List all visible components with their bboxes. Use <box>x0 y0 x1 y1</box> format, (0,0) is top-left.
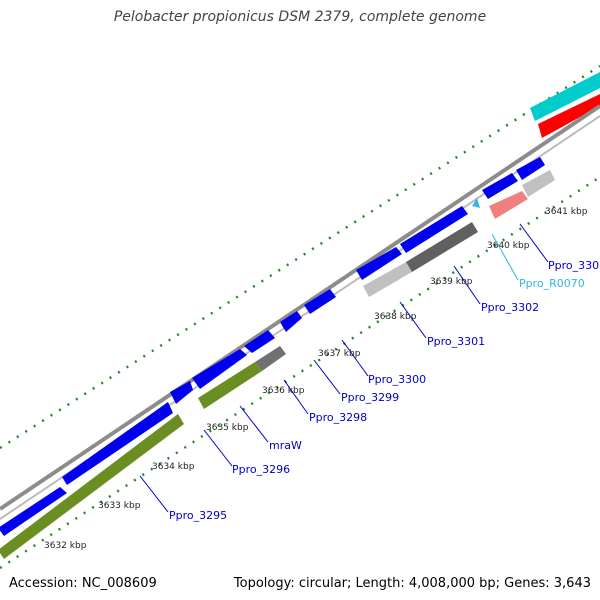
rrna-feature <box>538 94 600 138</box>
gc-skew-segment <box>406 222 478 272</box>
gene-label-ppro-3299[interactable]: Ppro_3299 <box>341 391 399 404</box>
leader-line <box>283 379 309 415</box>
scale-label: 3637 kbp <box>318 349 361 359</box>
cds-arrow <box>304 289 336 314</box>
gene-label-ppro-r0070[interactable]: Ppro_R0070 <box>519 277 585 290</box>
gene-label-ppro-3296[interactable]: Ppro_3296 <box>232 463 290 476</box>
leader-line <box>453 265 481 305</box>
scale-label: 3632 kbp <box>44 541 87 551</box>
scale-label: 3636 kbp <box>262 386 305 396</box>
cds-arrow <box>244 330 275 353</box>
gene-label-ppro-3295[interactable]: Ppro_3295 <box>169 509 227 522</box>
leader-line <box>139 475 169 513</box>
cds-arrow <box>280 311 302 332</box>
gc-skew-segment <box>198 362 262 409</box>
cds-arrow <box>356 247 402 280</box>
leader-line <box>341 339 369 377</box>
gene-label-ppro-3301[interactable]: Ppro_3301 <box>427 335 485 348</box>
cds-arrow <box>62 402 173 485</box>
map-title: Pelobacter propionicus DSM 2379, complet… <box>113 9 487 25</box>
cds-arrow <box>192 349 247 389</box>
scale-label: 3633 kbp <box>98 501 141 511</box>
gene-leader-lines <box>139 223 549 513</box>
gene-label-ppro-3303[interactable]: Ppro_3303 <box>548 259 600 272</box>
scale-label: 3638 kbp <box>374 312 417 322</box>
accession-label: Accession: NC_008609 <box>9 576 157 591</box>
cds-arrow <box>170 381 193 404</box>
leader-line <box>203 429 233 467</box>
trna-marker <box>472 198 480 208</box>
trna-feature-band <box>530 72 600 121</box>
cds-arrow <box>400 206 468 253</box>
gene-label-mraw[interactable]: mraW <box>269 439 302 452</box>
gc-skew-segment <box>522 170 555 197</box>
leader-line <box>239 405 269 443</box>
leader-line <box>399 301 427 339</box>
gc-skew-segment <box>255 346 286 371</box>
gene-label-ppro-3302[interactable]: Ppro_3302 <box>481 301 539 314</box>
scale-labels: 3632 kbp 3633 kbp 3634 kbp 3635 kbp 3636… <box>44 207 588 551</box>
scale-label: 3641 kbp <box>545 207 588 217</box>
backbone-line <box>0 104 600 511</box>
cds-arrow <box>0 487 67 536</box>
scale-label: 3635 kbp <box>206 423 249 433</box>
cds-arrow <box>516 157 545 180</box>
scale-label: 3634 kbp <box>152 462 195 472</box>
leader-line <box>491 233 519 281</box>
gene-label-ppro-3298[interactable]: Ppro_3298 <box>309 411 367 424</box>
gene-label-ppro-3300[interactable]: Ppro_3300 <box>368 373 426 386</box>
cds-arrow <box>482 173 518 199</box>
leader-line <box>313 359 341 395</box>
gene-labels: Ppro_3295 Ppro_3296 mraW Ppro_3298 Ppro_… <box>169 259 600 522</box>
leader-line <box>519 223 549 263</box>
gc-skew-segment <box>363 262 412 297</box>
gc-skew-segment <box>489 191 528 219</box>
genome-summary: Topology: circular; Length: 4,008,000 bp… <box>233 576 591 591</box>
gc-skew-segment <box>0 414 184 559</box>
scale-label: 3639 kbp <box>430 277 473 287</box>
scale-label: 3640 kbp <box>487 241 530 251</box>
inner-tick-ring <box>0 175 600 570</box>
